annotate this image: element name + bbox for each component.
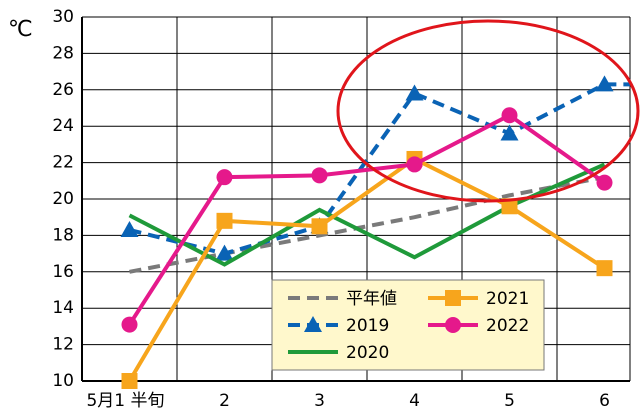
y-tick-label: 24 [52,116,74,136]
y-tick-label: 16 [52,262,74,282]
y-tick-label: 26 [52,80,74,100]
legend-marker [304,316,322,332]
y-tick-label: 12 [52,335,74,355]
legend-label: 2022 [486,316,529,336]
legend-marker [445,317,461,333]
x-tick-label: 2 [219,391,230,411]
y-unit: ℃ [8,17,33,42]
y-tick-label: 28 [52,43,74,63]
y-tick-label: 22 [52,153,74,173]
marker [596,174,613,191]
highlight-ellipse [336,19,640,203]
marker [501,107,518,124]
marker [215,244,234,261]
marker [501,198,518,215]
marker [595,75,614,92]
x-tick-label: 5 [504,391,515,411]
legend-label: 平年値 [346,289,397,309]
legend-marker [445,290,461,306]
marker [311,167,328,184]
marker [406,156,423,173]
marker [405,84,424,101]
y-tick-label: 20 [52,189,74,209]
series-line [127,112,606,326]
y-tick-label: 10 [52,371,74,391]
marker [121,316,138,333]
x-tick-label: 4 [409,391,420,411]
x-tick-label: 6 [599,391,610,411]
marker [120,220,139,237]
legend-label: 2021 [486,289,529,309]
legend-label: 2019 [346,316,389,336]
marker [596,260,613,277]
y-tick-label: 30 [52,7,74,27]
y-tick-label: 14 [52,298,74,318]
y-tick-label: 18 [52,225,74,245]
marker [216,212,233,229]
x-tick-label: 3 [314,391,325,411]
marker [500,124,519,141]
legend-label: 2020 [346,343,389,363]
marker [121,373,138,389]
marker [311,218,328,235]
marker [216,169,233,186]
legend: 平年値 2019 2020 2021 2022 [271,279,545,371]
x-tick-label: 5月1 半旬 [86,391,164,411]
series-line [127,156,606,383]
